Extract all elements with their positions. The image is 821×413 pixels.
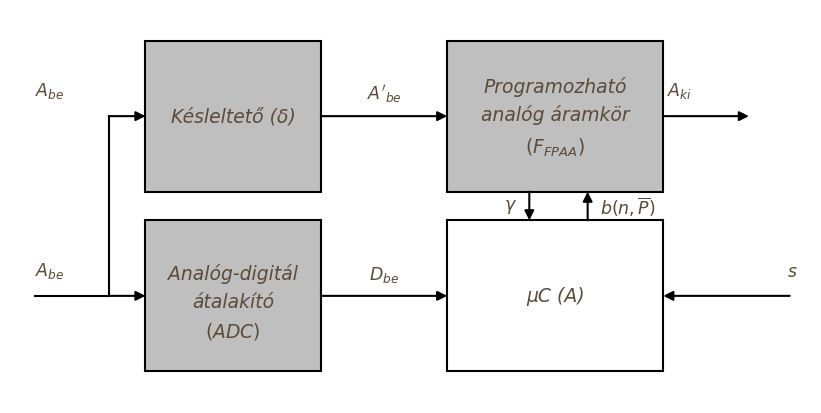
Text: $(ADC)$: $(ADC)$ xyxy=(205,320,261,341)
Text: Analóg-digitál: Analóg-digitál xyxy=(168,264,298,284)
Text: $A_{be}$: $A_{be}$ xyxy=(35,81,65,100)
Text: $A_{ki}$: $A_{ki}$ xyxy=(667,81,693,100)
Text: $b(n,\overline{P})$: $b(n,\overline{P})$ xyxy=(600,195,655,218)
Text: $\gamma$: $\gamma$ xyxy=(504,197,517,216)
Text: $A_{be}$: $A_{be}$ xyxy=(35,260,65,280)
Text: analóg áramkör: analóg áramkör xyxy=(481,105,630,125)
Text: $D_{be}$: $D_{be}$ xyxy=(369,264,399,284)
Text: $(F_{FPAA})$: $(F_{FPAA})$ xyxy=(525,136,585,159)
Bar xyxy=(447,221,663,372)
Text: átalakító: átalakító xyxy=(192,293,274,312)
Bar xyxy=(145,221,321,372)
Text: Programozható: Programozható xyxy=(484,76,627,96)
Bar xyxy=(447,41,663,192)
Text: $A'_{be}$: $A'_{be}$ xyxy=(367,83,401,104)
Text: μC (A): μC (A) xyxy=(526,287,585,306)
Bar xyxy=(145,41,321,192)
Text: Késleltető (δ): Késleltető (δ) xyxy=(171,107,296,126)
Text: $s$: $s$ xyxy=(787,262,798,280)
